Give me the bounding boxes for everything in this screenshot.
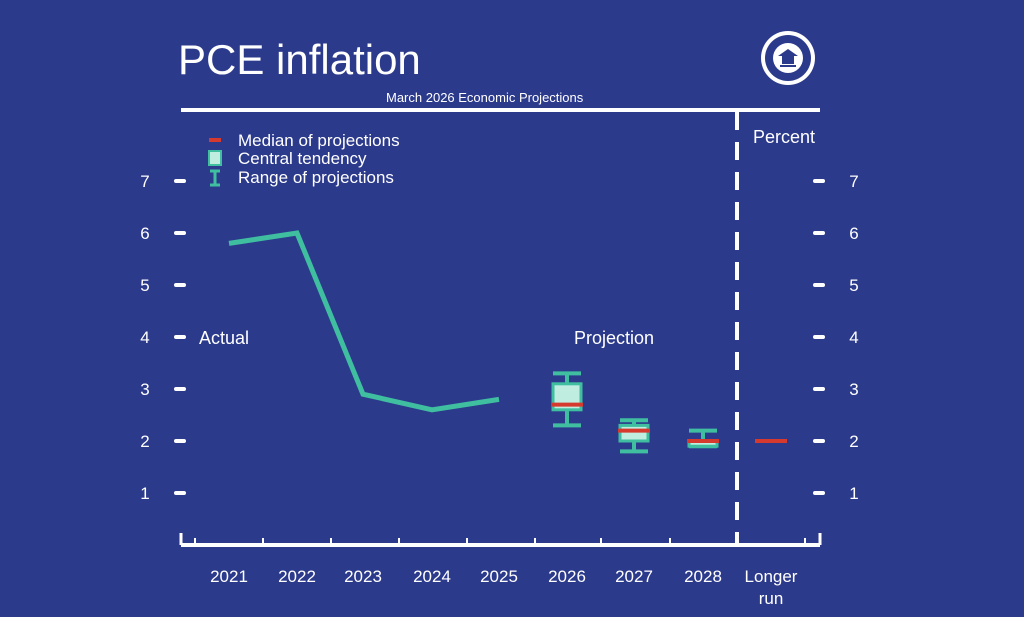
- y-tick-label-left: 5: [140, 276, 149, 295]
- y-tick-label-left: 1: [140, 484, 149, 503]
- projection-2026: [551, 371, 583, 428]
- actual-series-line: [228, 230, 500, 413]
- x-tick-label: Longer: [745, 567, 798, 586]
- x-tick-label: 2023: [344, 567, 382, 586]
- y-tick-label-left: 2: [140, 432, 149, 451]
- y-tick-label-right: 6: [849, 224, 858, 243]
- projection-2027: [618, 418, 650, 454]
- x-tick-label: 2027: [615, 567, 653, 586]
- legend-range-swatch: [210, 169, 220, 187]
- annotation-actual: Actual: [199, 328, 249, 348]
- chart-subtitle: March 2026 Economic Projections: [386, 90, 584, 105]
- legend-central-swatch: [208, 150, 222, 166]
- y-axis-label: Percent: [753, 127, 815, 147]
- chart-title: PCE inflation: [178, 36, 421, 83]
- y-tick-label-right: 2: [849, 432, 858, 451]
- legend-central-label: Central tendency: [238, 149, 367, 168]
- x-tick-label: run: [759, 589, 784, 608]
- y-tick-label-left: 4: [140, 328, 149, 347]
- y-tick-label-left: 7: [140, 172, 149, 191]
- x-tick-label: 2026: [548, 567, 586, 586]
- x-tick-label: 2024: [413, 567, 451, 586]
- y-tick-label-left: 6: [140, 224, 149, 243]
- annotation-projection: Projection: [574, 328, 654, 348]
- y-tick-label-right: 4: [849, 328, 858, 347]
- fed-seal-icon: [761, 31, 815, 85]
- x-tick-label: 2028: [684, 567, 722, 586]
- y-tick-label-right: 7: [849, 172, 858, 191]
- y-tick-label-left: 3: [140, 380, 149, 399]
- x-tick-label: 2021: [210, 567, 248, 586]
- x-tick-label: 2025: [480, 567, 518, 586]
- y-tick-label-right: 5: [849, 276, 858, 295]
- x-tick-label: 2022: [278, 567, 316, 586]
- y-tick-label-right: 3: [849, 380, 858, 399]
- legend-median-label: Median of projections: [238, 131, 400, 150]
- projection-2028: [687, 428, 719, 449]
- central-tendency-box: [618, 423, 650, 443]
- legend-range-label: Range of projections: [238, 168, 394, 187]
- y-tick-label-right: 1: [849, 484, 858, 503]
